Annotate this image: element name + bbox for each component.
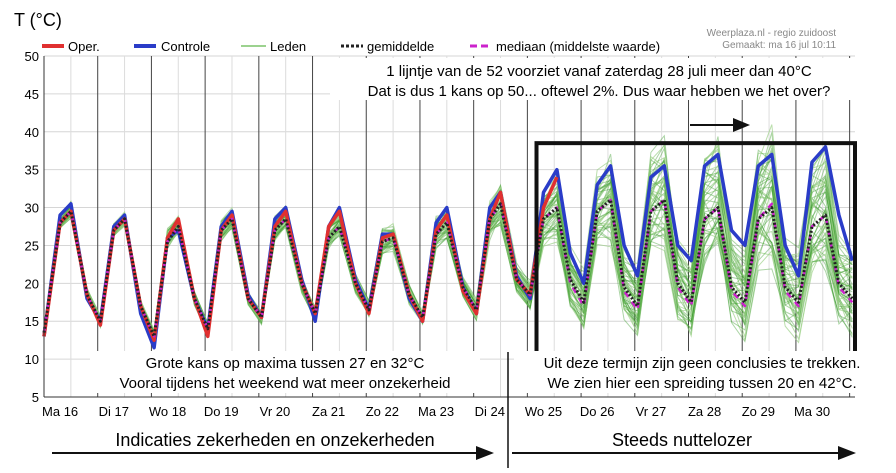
annotation-top-line-1: 1 lijntje van de 52 voorziet vanaf zater… [386, 63, 812, 80]
credit-line-1: Weerplaza.nl - regio zuidoost [707, 28, 837, 39]
x-tick-label: Vr 27 [636, 404, 667, 419]
main-series [42, 145, 854, 350]
legend-label-gemiddelde: gemiddelde [367, 39, 434, 54]
caption-left-arrow [52, 446, 494, 460]
x-tick-label: Za 28 [688, 404, 721, 419]
x-tick-label: Di 24 [475, 404, 505, 419]
x-tick-label: Ma 16 [42, 404, 78, 419]
member-line [43, 194, 853, 340]
y-tick-labels: 5 10 15 20 25 30 35 40 45 50 [25, 49, 39, 405]
x-tick-label: Di 17 [99, 404, 129, 419]
y-tick-label: 20 [25, 276, 39, 291]
legend-label-leden: Leden [270, 39, 306, 54]
series-line-mediaan [42, 198, 854, 338]
x-tick-label: Ma 23 [418, 404, 454, 419]
caption-left: Indicaties zekerheden en onzekerheden [115, 430, 434, 450]
y-tick-label: 15 [25, 314, 39, 329]
box-arrow [690, 118, 750, 132]
legend-label-controle: Controle [161, 39, 210, 54]
y-tick-label: 40 [25, 125, 39, 140]
chart-legend: Oper. Controle Leden gemiddelde mediaan … [42, 39, 660, 54]
annotation-top-line-2: Dat is dus 1 kans op 50... oftewel 2%. D… [368, 83, 831, 100]
x-tick-labels: Ma 16 Di 17 Wo 18 Do 19 Vr 20 Za 21 Zo 22 Ma 23… [42, 404, 830, 419]
y-tick-label: 50 [25, 49, 39, 64]
annotation-bottom-right: Uit deze termijn zijn geen conclusies te… [514, 351, 890, 393]
annotation-bottom-left: Grote kans op maxima tussen 27 en 32°C V… [90, 351, 480, 393]
y-tick-label: 30 [25, 201, 39, 216]
annotation-bottom-left-line-2: Vooral tijdens het weekend wat meer onze… [119, 375, 450, 392]
x-tick-label: Do 26 [580, 404, 615, 419]
y-tick-label: 5 [32, 390, 39, 405]
annotation-bottom-right-line-2: We zien hier een spreiding tussen 20 en … [547, 375, 856, 392]
x-tick-label: Do 19 [204, 404, 239, 419]
y-tick-label: 25 [25, 238, 39, 253]
x-tick-label: Ma 30 [794, 404, 830, 419]
annotation-top: 1 lijntje van de 52 voorziet vanaf zater… [330, 58, 872, 100]
annotation-bottom-right-line-1: Uit deze termijn zijn geen conclusies te… [544, 355, 861, 372]
x-tick-label: Za 21 [312, 404, 345, 419]
annotation-bottom-left-line-1: Grote kans op maxima tussen 27 en 32°C [146, 355, 425, 372]
x-tick-label: Wo 25 [525, 404, 562, 419]
y-tick-label: 35 [25, 163, 39, 178]
series-line-oper [42, 176, 559, 342]
legend-label-oper: Oper. [68, 39, 100, 54]
series-line-gemiddelde [42, 198, 854, 338]
caption-right-arrow [512, 446, 856, 460]
y-axis-label: T (°C) [14, 10, 62, 30]
chart-axes [43, 56, 855, 398]
y-tick-label: 10 [25, 352, 39, 367]
y-tick-label: 45 [25, 87, 39, 102]
x-tick-label: Zo 22 [366, 404, 399, 419]
legend-label-mediaan: mediaan (middelste waarde) [496, 39, 660, 54]
credit-line-2: Gemaakt: ma 16 jul 10:11 [722, 40, 836, 51]
x-tick-label: Vr 20 [260, 404, 291, 419]
x-tick-label: Zo 29 [742, 404, 775, 419]
x-tick-label: Wo 18 [149, 404, 186, 419]
caption-right: Steeds nuttelozer [612, 430, 752, 450]
